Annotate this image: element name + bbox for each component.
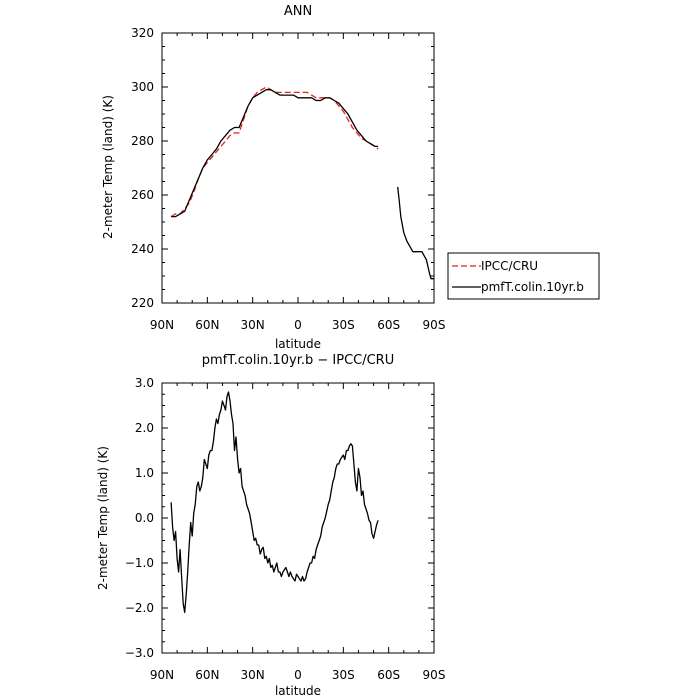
legend: IPCC/CRU pmfT.colin.10yr.b [447, 252, 600, 300]
plot-frame [161, 382, 435, 654]
bottom-chart-xlabel: latitude [275, 684, 321, 698]
y-tick-label: 320 [131, 26, 154, 40]
top-chart-xlabel: latitude [275, 337, 321, 351]
y-tick-label: 260 [131, 188, 154, 202]
x-tick-label: 30N [241, 668, 265, 682]
top-chart-panel: ANN latitude 2-meter Temp (land) (K) 90N… [101, 4, 445, 351]
bottom-chart-panel: pmfT.colin.10yr.b − IPCC/CRU latitude 2-… [96, 353, 445, 698]
y-tick-label: 300 [131, 80, 154, 94]
x-tick-label: 90S [423, 668, 446, 682]
series-line-1-segment-0 [171, 89, 379, 218]
y-tick-label: −3.0 [125, 646, 154, 660]
y-tick-label: 1.0 [135, 466, 154, 480]
y-tick-label: 0.0 [135, 511, 154, 525]
y-tick-label: 220 [131, 296, 154, 310]
legend-box [447, 252, 600, 300]
legend-label-pmft: pmfT.colin.10yr.b [481, 280, 584, 294]
series-line-1-segment-1 [397, 186, 434, 280]
x-tick-label: 0 [294, 318, 302, 332]
y-tick-label: 2.0 [135, 421, 154, 435]
legend-label-ipcc-cru: IPCC/CRU [481, 259, 538, 273]
y-tick-label: −1.0 [125, 556, 154, 570]
x-tick-label: 60N [195, 318, 219, 332]
x-tick-label: 90N [150, 318, 174, 332]
series-line-0-segment-0 [170, 391, 379, 614]
series-line-0-segment-0 [170, 86, 379, 218]
x-tick-label: 60S [377, 318, 400, 332]
x-tick-label: 60S [377, 668, 400, 682]
y-tick-label: −2.0 [125, 601, 154, 615]
x-tick-label: 30N [241, 318, 265, 332]
top-chart-ylabel: 2-meter Temp (land) (K) [101, 95, 115, 239]
x-tick-label: 60N [195, 668, 219, 682]
x-tick-label: 30S [332, 318, 355, 332]
x-tick-label: 0 [294, 668, 302, 682]
y-tick-label: 280 [131, 134, 154, 148]
x-tick-label: 90N [150, 668, 174, 682]
top-chart-title: ANN [284, 4, 312, 19]
bottom-chart-title: pmfT.colin.10yr.b − IPCC/CRU [202, 353, 394, 368]
x-tick-label: 90S [423, 318, 446, 332]
bottom-chart-ylabel: 2-meter Temp (land) (K) [96, 446, 110, 590]
y-tick-label: 240 [131, 242, 154, 256]
x-tick-label: 30S [332, 668, 355, 682]
y-tick-label: 3.0 [135, 376, 154, 390]
